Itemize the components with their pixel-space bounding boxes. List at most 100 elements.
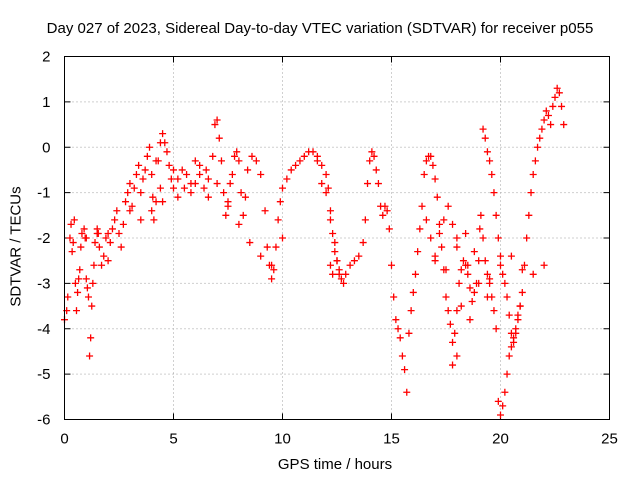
data-point <box>346 261 354 269</box>
y-tick-label: -6 <box>37 412 50 429</box>
data-point <box>329 270 337 278</box>
data-point <box>435 220 443 228</box>
data-point <box>388 261 395 269</box>
data-point <box>462 229 470 237</box>
data-point <box>492 325 500 333</box>
plot-frame <box>64 56 610 420</box>
data-point <box>82 275 90 283</box>
data-point <box>503 370 511 378</box>
data-point <box>479 234 487 242</box>
data-point <box>368 148 376 156</box>
data-point <box>427 152 435 160</box>
data-point <box>429 161 437 169</box>
data-point <box>551 93 559 101</box>
data-point <box>534 143 542 151</box>
data-point <box>499 270 507 278</box>
data-point <box>326 261 334 269</box>
chart-title: Day 027 of 2023, Sidereal Day-to-day VTE… <box>46 20 594 37</box>
data-point <box>523 234 531 242</box>
data-point <box>453 307 461 315</box>
data-point <box>364 180 372 188</box>
data-point <box>483 270 491 278</box>
data-point <box>187 189 195 197</box>
data-point <box>130 184 138 192</box>
data-point <box>279 184 286 192</box>
y-axis-label: SDTVAR / TECUs <box>7 186 25 307</box>
data-point <box>180 184 188 192</box>
data-point <box>91 239 99 247</box>
data-point <box>137 189 145 197</box>
grid-layer <box>64 56 610 420</box>
data-point <box>128 202 136 210</box>
data-point <box>126 180 134 188</box>
data-point <box>401 366 409 374</box>
data-point <box>449 220 457 228</box>
data-point <box>494 234 502 242</box>
data-point <box>370 152 378 160</box>
data-point <box>416 225 424 233</box>
data-point <box>459 257 467 265</box>
data-point <box>287 166 295 174</box>
data-point <box>111 216 119 224</box>
y-tick-label: -4 <box>37 321 50 338</box>
data-point <box>213 116 221 124</box>
data-point <box>159 130 167 138</box>
data-point <box>196 161 204 169</box>
data-point <box>518 266 526 274</box>
data-point <box>132 170 140 178</box>
data-point <box>483 148 491 156</box>
y-tick-label: 0 <box>42 139 50 156</box>
data-point <box>497 411 504 419</box>
data-point <box>558 102 566 110</box>
data-point <box>104 257 112 265</box>
y-tick-label: 2 <box>42 49 50 66</box>
data-point <box>392 316 400 324</box>
data-point <box>64 293 72 301</box>
data-point <box>444 202 452 210</box>
data-point <box>82 234 90 242</box>
data-point <box>560 121 568 129</box>
data-point <box>268 261 276 269</box>
data-point <box>479 125 487 133</box>
data-point <box>409 288 417 296</box>
data-point <box>361 216 369 224</box>
data-point <box>464 270 472 278</box>
data-point <box>228 170 236 178</box>
data-point <box>322 170 330 178</box>
data-point <box>170 184 177 192</box>
data-point <box>165 161 173 169</box>
data-point <box>100 252 108 260</box>
data-point <box>84 293 92 301</box>
data-point <box>542 107 550 115</box>
data-point <box>453 234 461 242</box>
data-point <box>117 243 125 251</box>
data-point <box>442 293 450 301</box>
y-tick-label: -1 <box>37 185 50 202</box>
data-point <box>174 175 182 183</box>
data-point <box>422 216 430 224</box>
data-point <box>492 211 500 219</box>
data-point <box>300 152 308 160</box>
data-point <box>257 170 265 178</box>
data-point <box>499 402 507 410</box>
data-point <box>442 266 450 274</box>
data-point <box>178 166 186 174</box>
data-point <box>333 257 341 265</box>
data-point <box>359 239 367 247</box>
data-point <box>231 152 239 160</box>
data-point <box>76 266 84 274</box>
data-point <box>538 125 546 133</box>
data-point <box>224 202 232 210</box>
data-point <box>222 211 230 219</box>
data-point <box>342 270 350 278</box>
data-point <box>374 180 382 188</box>
data-point <box>88 302 96 310</box>
data-point <box>507 252 515 260</box>
data-point <box>335 270 343 278</box>
data-point <box>150 216 158 224</box>
data-point <box>143 152 151 160</box>
data-point <box>501 279 509 287</box>
data-point <box>468 298 476 306</box>
data-point <box>272 243 280 251</box>
